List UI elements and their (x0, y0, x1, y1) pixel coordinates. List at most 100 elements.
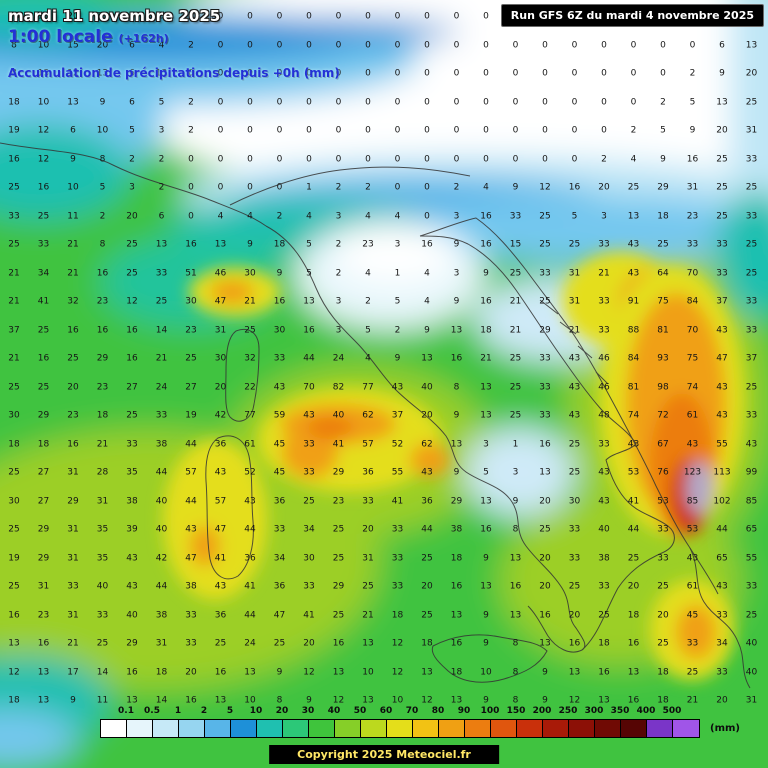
grid-value: 31 (155, 638, 168, 649)
grid-value: 43 (214, 581, 227, 592)
grid-value: 1 (394, 268, 401, 278)
grid-value: 30 (214, 353, 227, 364)
grid-value: 27 (37, 496, 50, 506)
grid-value: 0 (306, 97, 312, 107)
grid-value: 16 (539, 610, 551, 620)
grid-value: 0 (306, 154, 312, 164)
grid-value: 0 (542, 40, 548, 50)
grid-value: 24 (155, 382, 168, 392)
grid-value: 9 (483, 638, 489, 649)
grid-value: 18 (273, 239, 286, 250)
grid-value: 33 (67, 581, 79, 592)
grid-value: 33 (273, 353, 286, 364)
grid-value: 53 (686, 524, 699, 535)
grid-value: 0 (335, 125, 342, 136)
grid-value: 2 (453, 182, 460, 193)
grid-value: 74 (627, 410, 640, 421)
grid-value: 16 (8, 610, 20, 620)
grid-value: 38 (598, 553, 610, 563)
grid-value: 47 (716, 353, 728, 364)
legend-cell (569, 720, 595, 737)
legend-cell (231, 720, 257, 737)
grid-value: 15 (509, 239, 522, 250)
grid-value: 29 (67, 496, 79, 506)
grid-value: 0 (483, 125, 489, 136)
grid-value: 29 (96, 353, 109, 364)
time-title: 1:00 locale (+162h) (8, 27, 169, 47)
grid-value: 25 (568, 467, 581, 478)
grid-value: 25 (745, 182, 758, 193)
grid-value: 20 (716, 125, 728, 136)
grid-value: 40 (332, 410, 345, 421)
grid-value: 22 (244, 382, 256, 392)
grid-value: 6 (158, 11, 165, 22)
grid-value: 64 (657, 268, 669, 278)
grid-value: 25 (539, 239, 551, 250)
grid-value: 43 (627, 439, 640, 449)
grid-value: 0 (453, 40, 460, 50)
grid-value: 0 (365, 11, 371, 22)
grid-value: 0 (453, 97, 460, 107)
grid-value: 46 (598, 353, 610, 364)
grid-value: 10 (244, 695, 256, 706)
grid-value: 8 (11, 68, 17, 79)
grid-value: 13 (450, 439, 463, 449)
grid-value: 9 (306, 695, 312, 706)
grid-value: 13 (627, 667, 640, 677)
grid-value: 33 (155, 410, 168, 421)
grid-value: 18 (450, 553, 463, 563)
grid-value: 18 (598, 638, 610, 649)
coastline-path (539, 299, 609, 385)
grid-value: 8 (276, 695, 283, 706)
grid-value: 43 (391, 382, 404, 392)
coastline-path (419, 235, 675, 651)
grid-value: 25 (539, 524, 551, 535)
grid-value: 25 (8, 182, 20, 193)
grid-value: 1 (512, 439, 519, 449)
grid-value: 20 (568, 610, 581, 620)
legend-bar (100, 719, 700, 738)
grid-value: 0 (335, 68, 342, 79)
grid-value: 0 (394, 40, 401, 50)
legend-cell (387, 720, 413, 737)
grid-value: 0 (247, 154, 253, 164)
grid-value: 0 (542, 154, 548, 164)
grid-value: 35 (96, 524, 109, 535)
grid-value: 34 (37, 268, 50, 278)
grid-value: 0 (188, 182, 194, 193)
grid-value: 65 (716, 553, 728, 563)
grid-value: 42 (155, 553, 168, 563)
grid-value: 23 (686, 211, 699, 221)
grid-value: 0 (424, 97, 430, 107)
grid-value: 44 (627, 524, 640, 535)
grid-value: 2 (335, 182, 342, 193)
grid-value: 40 (96, 581, 109, 592)
grid-value: 74 (686, 382, 699, 392)
legend-label: 20 (275, 706, 289, 716)
grid-value: 29 (332, 581, 345, 592)
grid-value: 33 (539, 353, 551, 364)
grid-value: 43 (185, 524, 197, 535)
grid-value: 59 (273, 410, 286, 421)
grid-value: 18 (450, 667, 463, 677)
grid-value: 72 (657, 410, 669, 421)
grid-value: 0 (217, 40, 224, 50)
grid-value: 13 (303, 296, 315, 307)
grid-value: 31 (686, 182, 699, 193)
grid-value: 12 (8, 667, 20, 677)
grid-value: 12 (421, 695, 433, 706)
grid-value: 20 (539, 496, 551, 506)
legend-label: 200 (532, 706, 552, 716)
grid-value: 5 (306, 239, 312, 250)
grid-value: 5 (689, 97, 696, 107)
grid-value: 16 (539, 439, 551, 449)
grid-value: 25 (509, 382, 522, 392)
grid-value: 13 (126, 695, 138, 706)
grid-value: 33 (716, 667, 728, 677)
grid-value: 38 (450, 524, 463, 535)
grid-value: 33 (716, 268, 728, 278)
grid-value: 25 (185, 353, 197, 364)
legend-cell (153, 720, 179, 737)
legend-label: 5 (226, 706, 234, 716)
grid-value: 0 (247, 68, 253, 79)
